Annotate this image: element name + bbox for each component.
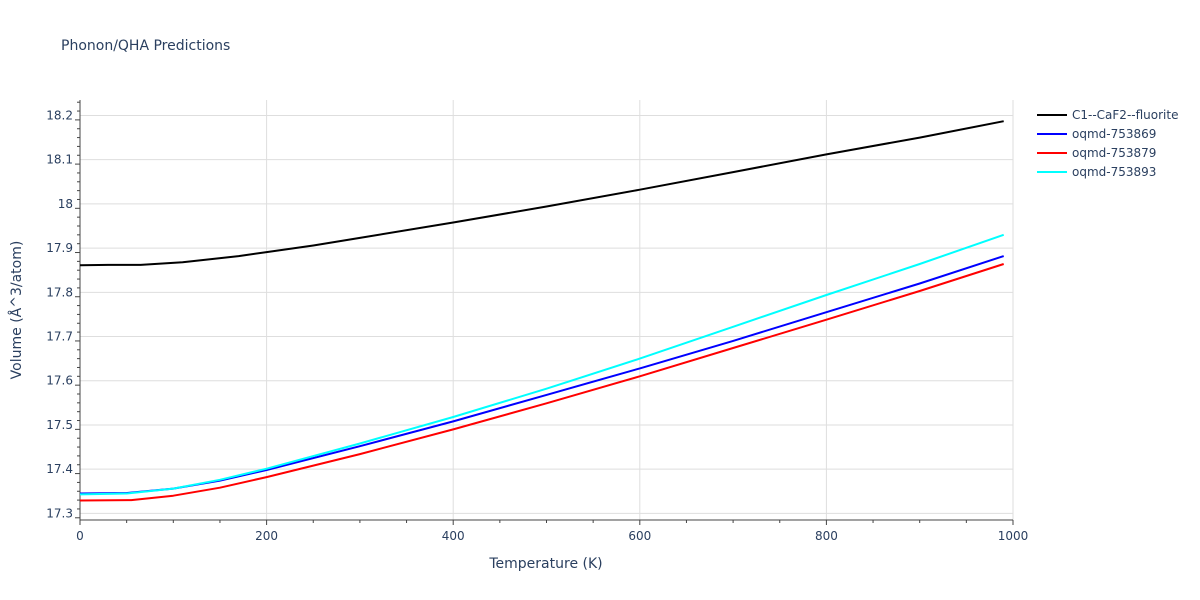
- x-tick-label: 600: [628, 529, 651, 543]
- x-tick-label: 800: [815, 529, 838, 543]
- y-tick-label: 17.4: [46, 462, 73, 476]
- y-tick-label: 17.8: [46, 285, 73, 299]
- plot-lines: [79, 120, 1005, 502]
- x-axis-title: Temperature (K): [488, 556, 602, 572]
- series-line-2: [79, 255, 1005, 495]
- y-tick-label: 17.6: [46, 374, 73, 388]
- legend-label: oqmd-753879: [1072, 146, 1156, 160]
- y-tick-label: 18.1: [46, 153, 73, 167]
- legend-label: oqmd-753893: [1072, 165, 1156, 179]
- x-tick-label: 200: [255, 529, 278, 543]
- legend-label: oqmd-753869: [1072, 127, 1156, 141]
- y-tick-label: 17.7: [46, 330, 73, 344]
- grid: [80, 100, 1014, 520]
- y-tick-label: 17.5: [46, 418, 73, 432]
- x-tick-label: 400: [442, 529, 465, 543]
- y-tick-label: 18: [58, 197, 73, 211]
- series-line-4: [79, 233, 1005, 496]
- chart-title: Phonon/QHA Predictions: [61, 38, 230, 54]
- y-tick-label: 17.9: [46, 241, 73, 255]
- y-tick-label: 17.3: [46, 506, 73, 520]
- x-tick-label: 0: [76, 529, 84, 543]
- x-tick-label: 1000: [998, 529, 1029, 543]
- tick-labels: 0 200 400 600 800 1000 17.3 17.4 17.5 17.6 17.7 17.…: [46, 108, 1028, 543]
- legend-label: C1--CaF2--fluorite: [1072, 108, 1178, 122]
- y-axis-title: Volume (Å^3/atom): [8, 241, 25, 380]
- axes: [75, 100, 1014, 525]
- series-line-1: [79, 120, 1004, 267]
- legend: C1--CaF2--fluorite oqmd-753869 oqmd-753879…: [1037, 108, 1178, 179]
- y-tick-label: 18.2: [46, 108, 73, 122]
- series-line-3: [79, 263, 1005, 502]
